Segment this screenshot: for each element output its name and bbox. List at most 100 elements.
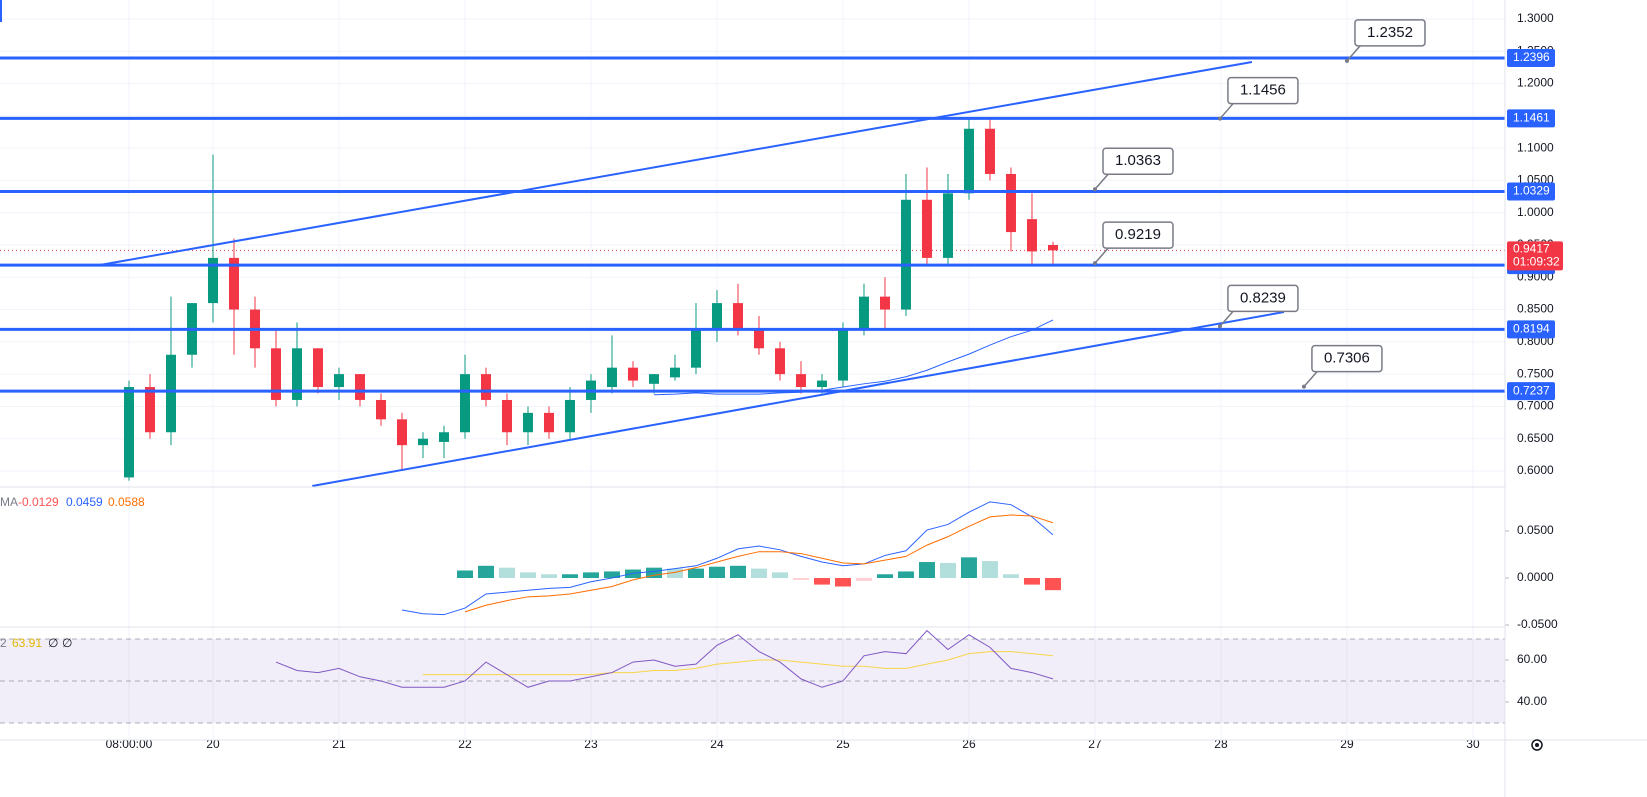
candle-body [522, 412, 533, 433]
histogram-bar [498, 567, 515, 579]
callout-anchor [1092, 187, 1097, 192]
candle-body [816, 380, 827, 388]
x-tick-label: 25 [836, 737, 850, 751]
trend-line [312, 311, 1285, 488]
x-tick-label: 08:00:00 [106, 737, 153, 751]
histogram-bar [792, 578, 809, 580]
candle-body [543, 412, 554, 433]
y-tick-label: 0.7000 [1517, 399, 1554, 413]
x-tick-label: 23 [584, 737, 598, 751]
candle-body [480, 374, 491, 400]
callout-box [1227, 76, 1299, 105]
level-badge [1507, 320, 1555, 339]
candle-body [732, 303, 743, 329]
level-label: 1.1461 [1513, 111, 1550, 125]
countdown-label: 01:09:32 [1513, 255, 1560, 269]
histogram-bar [540, 574, 557, 579]
candle-body [648, 374, 659, 384]
signal-line [464, 514, 1054, 613]
callout-label: 1.0363 [1115, 152, 1161, 169]
histogram-bar [960, 557, 977, 579]
candle-body [795, 374, 806, 388]
candle-body [900, 199, 911, 310]
histogram-bar [603, 571, 620, 579]
y-tick-label: -0.0500 [1517, 617, 1558, 631]
x-tick-label: 27 [1088, 737, 1102, 751]
candle-body [753, 328, 764, 349]
x-tick-label: 20 [206, 737, 220, 751]
last-price-label: 0.9417 [1513, 242, 1550, 256]
callout-anchor [1344, 58, 1349, 63]
candle-body [564, 399, 575, 433]
y-tick-label: 0.8500 [1517, 302, 1554, 316]
candle-body [354, 374, 365, 400]
candle-body [228, 257, 239, 310]
legend-value: 0.0588 [108, 495, 145, 509]
y-tick-label: 1.1000 [1517, 140, 1554, 154]
level-badge [1507, 382, 1555, 401]
candle-body [123, 387, 134, 478]
y-tick-label: 0.6000 [1517, 463, 1554, 477]
candle-body [858, 296, 869, 329]
histogram-bar [519, 572, 536, 579]
level-badge [1507, 182, 1555, 201]
level-badge [1507, 48, 1555, 67]
axes: 08:00:00 20 21 22 23 24 25 26 27 28 29 30 0.6000 0.65… [106, 11, 1563, 751]
callout-label: 0.9219 [1115, 226, 1161, 243]
level-label: 0.7237 [1513, 383, 1550, 397]
candle-body [942, 193, 953, 258]
candle-body [144, 387, 155, 433]
candle-body [417, 438, 428, 446]
last-price-badge [1507, 241, 1563, 271]
y-tick-label: 0.7500 [1517, 366, 1554, 380]
candle-body [270, 348, 281, 400]
level-label: 1.2396 [1513, 50, 1550, 64]
x-tick-label: 26 [962, 737, 976, 751]
x-tick-label: 30 [1466, 737, 1480, 751]
candle-body [879, 296, 890, 310]
histogram-bar [687, 568, 704, 579]
candle-body [165, 354, 176, 433]
histogram-bar [666, 568, 683, 579]
callout-anchor [1217, 324, 1222, 329]
histogram-bar [855, 578, 872, 581]
callout-pointer [1219, 102, 1235, 120]
histogram-bar [708, 566, 725, 579]
callout-pointer [1346, 44, 1362, 62]
settings-icon[interactable] [1531, 739, 1543, 751]
histogram-bar [876, 574, 893, 579]
y-tick-label: 60.00 [1517, 652, 1547, 666]
callout-box [1102, 221, 1174, 249]
candle-body [774, 348, 785, 375]
level-badge [1507, 109, 1555, 128]
legend-value: 0.0459 [66, 495, 103, 509]
candle-body [1047, 244, 1058, 251]
candle-body [1026, 219, 1037, 252]
candle-body [438, 432, 449, 442]
histogram-bar [1023, 578, 1040, 585]
histogram-bar [561, 574, 578, 579]
callout-anchor [1217, 116, 1222, 121]
candle-body [837, 328, 848, 381]
callout-box [1311, 344, 1383, 373]
candle-body [711, 303, 722, 329]
histogram-bar [456, 570, 473, 579]
y-tick-label: 1.0000 [1517, 205, 1554, 219]
callout-pointer [1219, 309, 1235, 327]
x-tick-label: 24 [710, 737, 724, 751]
candle-body [459, 374, 470, 433]
legend-extra: ∅ [62, 636, 72, 650]
x-tick-label: 28 [1214, 737, 1228, 751]
legend-value: -0.0129 [18, 495, 59, 509]
legend-name: MA [0, 495, 18, 509]
callout-anchor [1301, 384, 1306, 389]
moving-average [653, 319, 1054, 396]
legend-extra: ∅ [48, 636, 58, 650]
callout-pointer [1303, 370, 1319, 388]
candle-body [375, 399, 386, 420]
histogram-bar [897, 571, 914, 579]
y-tick-label: 0.0000 [1517, 570, 1554, 584]
candle-body [1005, 173, 1016, 233]
legend-name: 2 [0, 636, 7, 650]
